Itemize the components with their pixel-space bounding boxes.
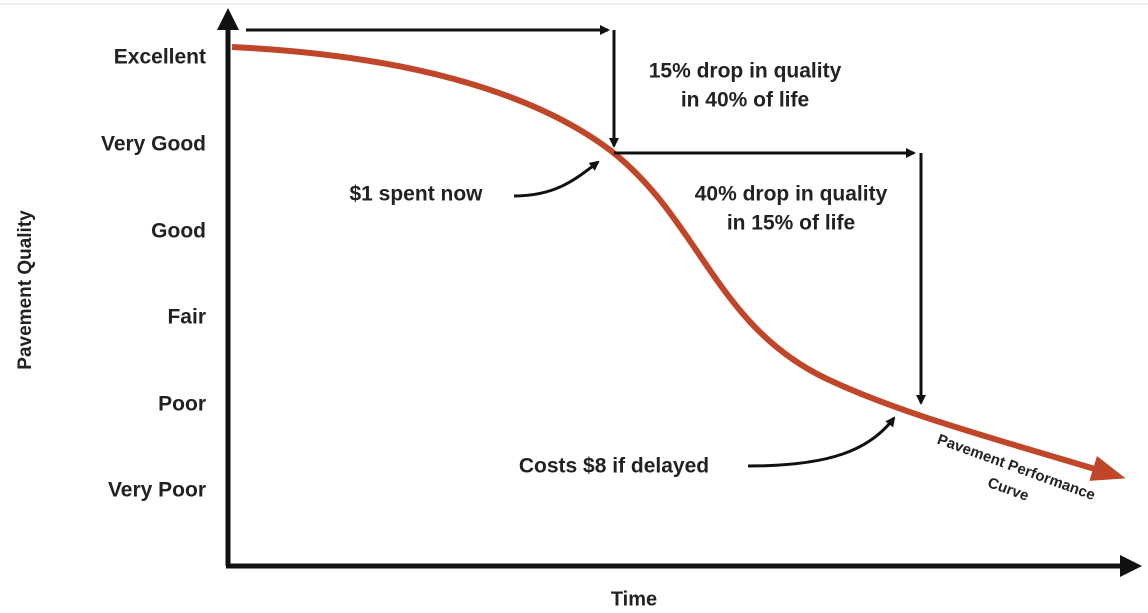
annotation: 15% drop in quality	[649, 60, 842, 83]
annotation: 40% drop in quality	[695, 183, 888, 206]
annotation: in 15% of life	[727, 212, 855, 235]
annotation: $1 spent now	[349, 183, 483, 206]
quality-level: Excellent	[114, 46, 206, 69]
x-axis-title: Time	[611, 588, 657, 610]
quality-level: Poor	[158, 393, 206, 416]
y-axis-title: Pavement Quality	[15, 210, 36, 370]
quality-level: Very Poor	[108, 479, 206, 502]
annotation: in 40% of life	[681, 89, 809, 112]
pointer-arrow	[747, 416, 896, 468]
quality-level: Good	[151, 220, 206, 243]
quality-level: Fair	[167, 306, 206, 329]
annotation: Costs $8 if delayed	[519, 455, 709, 478]
performance-curve	[231, 44, 1126, 481]
pointer-arrow	[513, 160, 600, 198]
quality-level: Very Good	[101, 133, 206, 156]
